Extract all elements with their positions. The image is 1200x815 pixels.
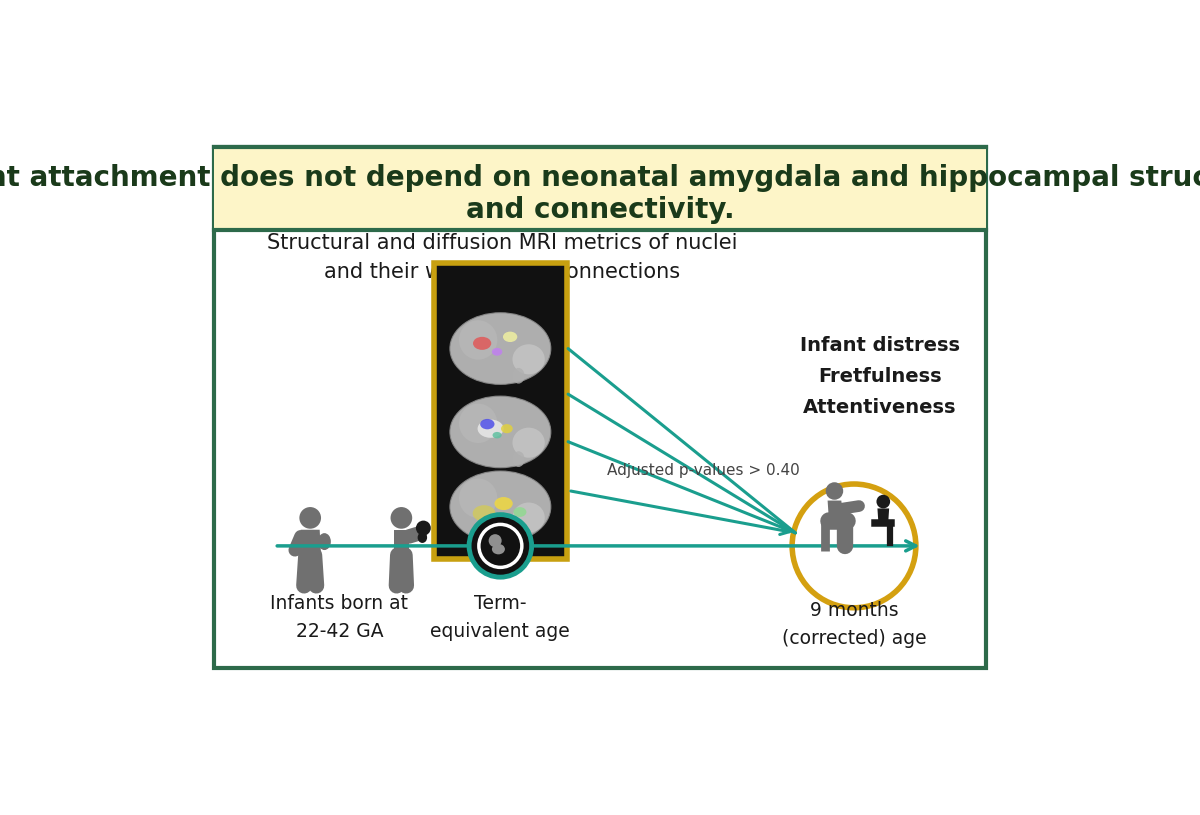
Ellipse shape	[318, 533, 331, 550]
Text: Adjusted p-values > 0.40: Adjusted p-values > 0.40	[606, 464, 799, 478]
Circle shape	[416, 521, 431, 535]
Ellipse shape	[491, 516, 503, 524]
Ellipse shape	[473, 505, 496, 522]
Polygon shape	[301, 530, 322, 555]
Text: Infant attachment does not depend on neonatal amygdala and hippocampal structure: Infant attachment does not depend on neo…	[0, 164, 1200, 192]
Ellipse shape	[458, 320, 497, 359]
Circle shape	[390, 507, 413, 529]
Ellipse shape	[512, 368, 524, 384]
Text: Infants born at
22-42 GA: Infants born at 22-42 GA	[270, 594, 408, 641]
Ellipse shape	[494, 497, 512, 510]
Polygon shape	[215, 148, 985, 667]
Ellipse shape	[418, 532, 427, 543]
Circle shape	[792, 484, 916, 608]
Ellipse shape	[458, 403, 497, 443]
Text: Structural and diffusion MRI metrics of nuclei
and their whole-brain connections: Structural and diffusion MRI metrics of …	[268, 232, 738, 282]
Ellipse shape	[512, 452, 524, 467]
Ellipse shape	[450, 313, 551, 385]
Ellipse shape	[480, 419, 494, 430]
Ellipse shape	[502, 424, 512, 434]
Ellipse shape	[512, 526, 524, 542]
Polygon shape	[877, 509, 889, 523]
Text: and connectivity.: and connectivity.	[466, 196, 734, 224]
Polygon shape	[828, 500, 844, 521]
Circle shape	[876, 495, 890, 509]
Bar	[434, 262, 568, 559]
Text: 9 months
(corrected) age: 9 months (corrected) age	[781, 601, 926, 648]
Ellipse shape	[492, 348, 503, 355]
Text: Term-
equivalent age: Term- equivalent age	[431, 594, 570, 641]
Ellipse shape	[512, 503, 545, 533]
Circle shape	[488, 534, 502, 547]
Ellipse shape	[473, 337, 491, 350]
Ellipse shape	[478, 420, 504, 438]
Ellipse shape	[492, 432, 502, 438]
Circle shape	[826, 482, 844, 500]
Text: Infant distress
Fretfulness
Attentiveness: Infant distress Fretfulness Attentivenes…	[800, 336, 960, 417]
Bar	[215, 148, 985, 230]
Ellipse shape	[458, 478, 497, 518]
Polygon shape	[394, 530, 409, 555]
Circle shape	[299, 507, 322, 529]
Ellipse shape	[450, 396, 551, 468]
Ellipse shape	[512, 428, 545, 458]
Ellipse shape	[514, 507, 527, 517]
Circle shape	[469, 514, 532, 577]
Ellipse shape	[450, 471, 551, 543]
Ellipse shape	[512, 344, 545, 374]
Ellipse shape	[492, 544, 505, 554]
Ellipse shape	[503, 332, 517, 342]
